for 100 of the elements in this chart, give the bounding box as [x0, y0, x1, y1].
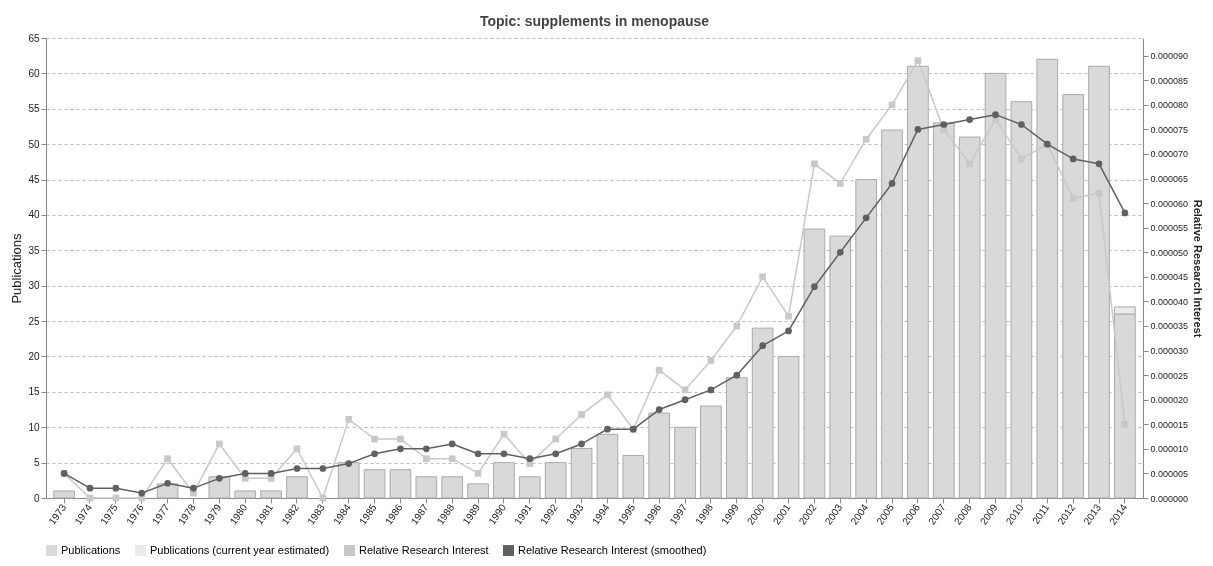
point: [552, 450, 560, 458]
point: [578, 440, 585, 448]
bar: [208, 476, 231, 499]
point: [371, 450, 378, 458]
point: [811, 160, 818, 168]
bar: [855, 179, 878, 499]
point: [164, 455, 171, 463]
point: [655, 406, 663, 413]
point: [992, 111, 999, 119]
bar: [777, 355, 800, 499]
point: [681, 396, 689, 404]
y2-tick-label: 0.000035: [1150, 321, 1189, 332]
point: [267, 470, 275, 477]
point: [552, 435, 560, 443]
point: [164, 479, 171, 487]
chart-title: Topic: supplements in menopause: [479, 13, 710, 29]
legend-label: Relative Research Interest: [359, 543, 489, 556]
bar: [674, 426, 696, 499]
y2-tick-label: 0.000040: [1150, 296, 1189, 307]
y-axis-title: Publications: [9, 232, 25, 304]
point: [215, 440, 223, 448]
point: [422, 455, 430, 463]
point: [500, 450, 508, 458]
point: [914, 126, 922, 133]
y2-tick-label: 0.000070: [1150, 149, 1189, 160]
bar: [1010, 101, 1033, 499]
y2-tick-label: 0.000045: [1150, 272, 1189, 283]
bar: [1062, 94, 1084, 499]
bar: [648, 412, 671, 499]
bar: [958, 136, 981, 499]
bar: [544, 462, 567, 499]
point: [397, 435, 404, 443]
point: [215, 474, 223, 482]
point: [474, 470, 482, 477]
y-tick-label: 10: [28, 421, 40, 433]
point: [578, 411, 585, 418]
point: [371, 435, 378, 443]
bar: [570, 447, 593, 499]
point: [319, 494, 327, 502]
point: [707, 357, 715, 364]
y-tick-label: 35: [28, 244, 40, 256]
point: [862, 214, 870, 222]
point: [422, 445, 430, 453]
point: [448, 455, 456, 463]
y2-tick-label: 0.000050: [1150, 247, 1189, 258]
y2-tick-label: 0.000075: [1150, 124, 1189, 135]
point: [293, 465, 301, 472]
bar: [984, 72, 1007, 499]
y-tick-label: 30: [28, 280, 40, 292]
bar: [803, 228, 826, 499]
point: [1121, 209, 1129, 217]
y-tick-label: 45: [28, 174, 40, 186]
bar: [493, 462, 515, 499]
point: [733, 322, 741, 330]
y-tick-label: 55: [28, 103, 40, 115]
y-tick-label: 5: [33, 457, 40, 469]
point: [940, 121, 948, 128]
y2-tick-label: 0.000090: [1150, 51, 1189, 62]
point: [345, 460, 353, 467]
y2-tick-label: 0.000080: [1150, 100, 1189, 111]
y2-tick-label: 0.000065: [1150, 174, 1189, 185]
point: [888, 101, 896, 109]
bar: [881, 129, 903, 499]
y2-tick-label: 0.000030: [1150, 346, 1189, 357]
point: [785, 312, 792, 320]
y-tick-label: 25: [28, 315, 40, 327]
point: [190, 484, 197, 492]
bar: [389, 469, 412, 499]
legend-label: Relative Research Interest (smoothed): [518, 543, 707, 556]
bar: [622, 455, 645, 499]
bar: [932, 122, 955, 499]
bar: [518, 476, 541, 499]
bar: [467, 483, 489, 499]
point: [707, 386, 715, 394]
y2-tick-label: 0.000025: [1150, 370, 1189, 381]
point: [836, 180, 844, 187]
y2-axis-title: Relative Research Interest: [1192, 199, 1205, 338]
point: [112, 484, 120, 492]
point: [811, 283, 818, 291]
point: [397, 445, 404, 453]
y-tick-label: 40: [28, 209, 40, 221]
bar: [260, 490, 282, 499]
bar: [53, 490, 75, 499]
y2-tick-label: 0.000010: [1150, 444, 1189, 455]
y-tick-label: 65: [28, 32, 40, 44]
point: [1095, 160, 1103, 168]
y-tick-label: 20: [28, 350, 40, 362]
y-tick-label: 0: [33, 492, 40, 504]
bar: [337, 462, 360, 499]
y2-tick-label: 0.000055: [1150, 223, 1189, 234]
y-tick-label: 50: [28, 138, 40, 150]
point: [448, 440, 456, 448]
point: [1069, 155, 1077, 163]
y2-tick-label: 0.000085: [1150, 75, 1189, 86]
point: [966, 116, 974, 123]
bar: [234, 490, 257, 499]
point: [759, 273, 767, 281]
point: [836, 248, 844, 256]
bar: [700, 405, 722, 499]
point: [86, 484, 94, 492]
